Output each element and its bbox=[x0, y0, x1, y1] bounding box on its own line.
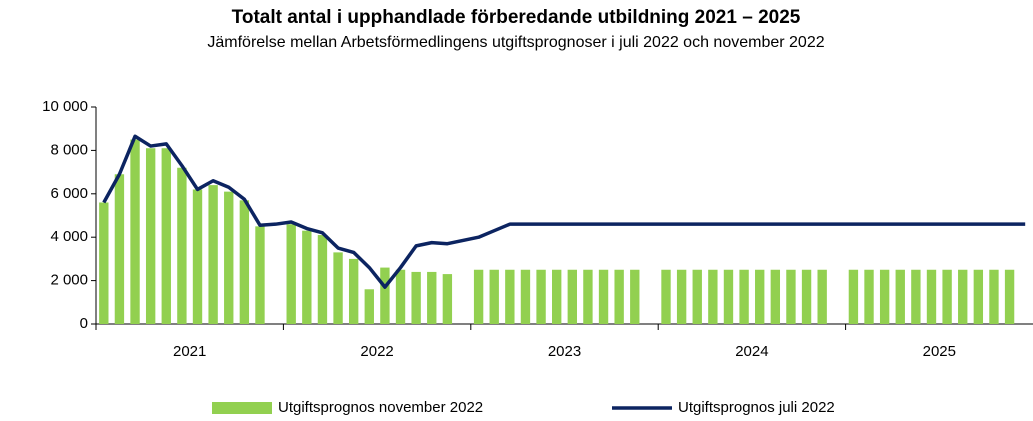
bar bbox=[317, 235, 328, 324]
bar bbox=[926, 269, 937, 324]
bar bbox=[942, 269, 952, 324]
bar bbox=[879, 269, 890, 324]
bar bbox=[145, 148, 156, 324]
bar bbox=[770, 269, 781, 324]
bar bbox=[333, 252, 343, 324]
bar bbox=[224, 191, 234, 324]
bar bbox=[427, 271, 437, 324]
x-group-label: 2022 bbox=[360, 343, 393, 360]
y-tick-label: 2 000 bbox=[50, 272, 88, 289]
bar bbox=[520, 269, 531, 324]
bar bbox=[380, 267, 390, 324]
bar bbox=[692, 269, 702, 324]
bar bbox=[864, 269, 874, 324]
y-tick-label: 8 000 bbox=[50, 141, 88, 158]
bar bbox=[473, 269, 484, 324]
bar bbox=[536, 269, 546, 324]
bar bbox=[989, 269, 999, 324]
bar bbox=[130, 139, 140, 324]
bar bbox=[567, 269, 577, 324]
bar bbox=[801, 269, 812, 324]
bar bbox=[161, 148, 171, 324]
bar bbox=[552, 269, 562, 324]
bar bbox=[348, 258, 359, 324]
bar bbox=[755, 269, 765, 324]
legend-label: Utgiftsprognos november 2022 bbox=[278, 399, 483, 416]
chart-subtitle: Jämförelse mellan Arbetsförmedlingens ut… bbox=[207, 34, 824, 51]
bar bbox=[286, 224, 296, 324]
bar bbox=[489, 269, 499, 324]
bar bbox=[630, 269, 640, 324]
y-tick-label: 0 bbox=[80, 315, 88, 332]
legend-label: Utgiftsprognos juli 2022 bbox=[678, 399, 835, 416]
line bbox=[102, 134, 1026, 289]
y-tick-label: 4 000 bbox=[50, 228, 88, 245]
bar bbox=[442, 274, 453, 324]
bar bbox=[177, 167, 187, 324]
bar bbox=[1004, 269, 1015, 324]
y-tick-label: 10 000 bbox=[42, 98, 88, 115]
bar bbox=[723, 269, 734, 324]
bar bbox=[302, 230, 312, 324]
bar bbox=[192, 189, 203, 324]
bar bbox=[661, 269, 671, 324]
bar bbox=[114, 174, 125, 324]
legend-swatch bbox=[212, 402, 272, 414]
bar bbox=[895, 269, 905, 324]
bar bbox=[614, 269, 624, 324]
bar bbox=[958, 269, 968, 324]
y-tick-label: 6 000 bbox=[50, 185, 88, 202]
bar bbox=[505, 269, 515, 324]
bar bbox=[411, 271, 421, 324]
bar bbox=[598, 269, 609, 324]
bar bbox=[364, 289, 374, 324]
bar bbox=[739, 269, 749, 324]
x-group-label: 2023 bbox=[548, 343, 581, 360]
bar bbox=[395, 269, 406, 324]
bar bbox=[208, 185, 218, 324]
x-group-label: 2021 bbox=[173, 343, 206, 360]
bar bbox=[676, 269, 687, 324]
bar bbox=[817, 269, 827, 324]
bar bbox=[786, 269, 796, 324]
bar bbox=[99, 202, 109, 324]
bar bbox=[239, 200, 250, 324]
x-group-label: 2024 bbox=[735, 343, 768, 360]
bar bbox=[973, 269, 984, 324]
bar bbox=[911, 269, 921, 324]
bar bbox=[583, 269, 593, 324]
x-group-label: 2025 bbox=[923, 343, 956, 360]
bar bbox=[848, 269, 859, 324]
chart-title: Totalt antal i upphandlade förberedande … bbox=[232, 7, 801, 28]
bar bbox=[255, 226, 265, 324]
bar bbox=[708, 269, 718, 324]
